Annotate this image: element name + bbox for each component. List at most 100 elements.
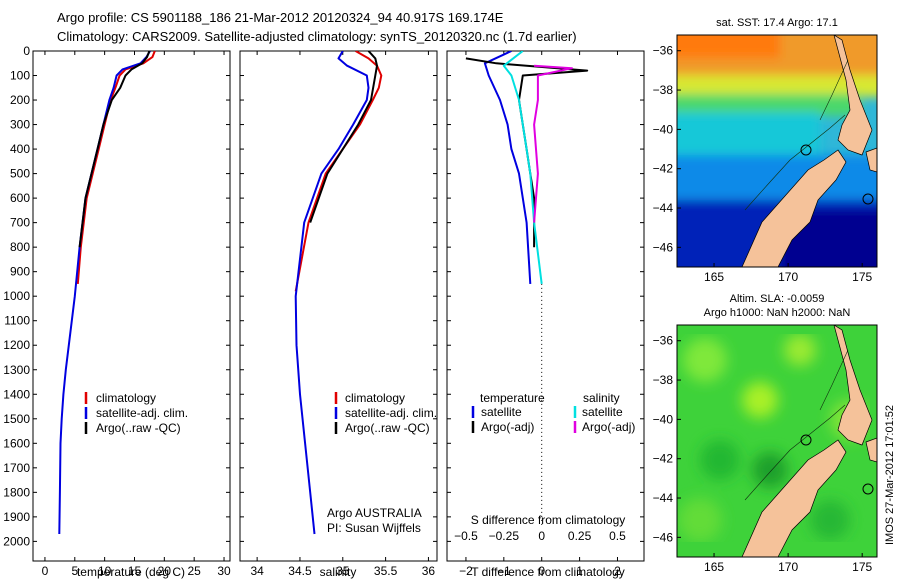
temperature-legend-climatology: climatology [96,391,156,405]
x-tick-label: 34.5 [288,564,312,578]
temperature-legend-satellite: satellite-adj. clim. [96,406,188,420]
depth-tick-label: 1200 [3,338,30,352]
series-line-1 [294,51,370,535]
x-tick-label: 30 [217,564,231,578]
temperature-panel: 0100200300400500600700800900100011001200… [3,44,231,579]
depth-tick-label: 1800 [3,485,30,499]
sla-patch-3 [700,440,740,480]
depth-tick-label: 200 [10,93,30,107]
x-tick-label: 15 [128,564,142,578]
salinity-series-group [294,51,383,535]
sla-map-panel: Altim. SLA: -0.0059 Argo h1000: NaN h200… [653,293,878,574]
map-lon-tick-label: 170 [778,270,798,284]
sst-secondary-marker [862,193,874,205]
sla-map-area [677,325,877,557]
sst-map-frame [676,34,878,268]
sla-patch-6 [752,452,788,488]
map-lat-tick-label: −44 [653,491,674,505]
x-tick-label: 5 [71,564,78,578]
x-tick-label: 34 [250,564,264,578]
series-line-salinity-2 [502,51,543,285]
depth-tick-label: 1900 [3,510,30,524]
map-lat-tick-label: −40 [653,122,674,136]
difference-panel: −2 −1 0 1 2 −0.5 −0.25 0 0.25 0.5 S difference f… [446,50,645,579]
sla-land [741,325,877,557]
sst-map-area [677,35,877,267]
x-tick-label: −1 [497,564,511,578]
s-difference-xlabel: S difference from climatology [471,513,626,527]
salinity-legend: climatology satellite-adj. clim. Argo(..… [334,391,437,435]
map-lon-tick-label: 175 [852,270,872,284]
map-lon-tick-label: 165 [704,560,724,574]
salinity-legend-climatology: climatology [345,391,405,405]
depth-tick-label: 1100 [4,314,30,328]
map-lat-tick-label: −38 [653,373,674,387]
map-lat-tick-label: −46 [653,530,674,544]
depth-tick-label: 800 [10,240,30,254]
sst-land [741,35,877,267]
difference-series-group [465,51,589,285]
sla-patch-8 [810,500,850,540]
series-line-2 [309,51,378,223]
depth-tick-label: 1000 [3,289,30,303]
t-difference-xlabel: T difference from climatology [471,565,625,579]
depth-tick-label: 1600 [3,436,30,450]
sst-cyan-band [677,112,820,157]
map-lon-tick-label: 175 [852,560,872,574]
legend-sal-argo: Argo(-adj) [582,420,635,434]
sla-east-cape [865,437,877,463]
map-lat-tick-label: −36 [653,334,674,348]
sla-map-tick-group: 165 170 175 −36 −38 −40 −42 −44 −46 [653,334,873,574]
sst-map-tick-group: 165 170 175 −36 −38 −40 −42 −44 −46 [653,44,873,284]
x-tick-label: 2 [614,564,621,578]
sst-green-band [677,94,860,116]
map-lat-tick-label: −36 [653,44,674,58]
depth-tick-label: 300 [10,118,30,132]
sst-yellow-band [677,75,877,97]
t-difference-tick-group: −2 −1 0 1 2 [459,51,621,578]
sst-south-island [741,149,847,267]
sla-patch-1 [683,338,727,382]
sla-map-frame [676,324,878,558]
x-tick-label: 25 [188,564,202,578]
depth-tick-label: 400 [10,142,30,156]
legend-title-temperature: temperature [480,391,545,405]
depth-tick-label: 1700 [3,461,30,475]
sla-map-title-line-2: Argo h1000: NaN h2000: NaN [704,307,851,319]
s-difference-tick-group: −0.5 −0.25 0 0.25 0.5 [454,529,626,543]
map-lat-tick-label: −42 [653,162,674,176]
title-line-2: Climatology: CARS2009. Satellite-adjuste… [57,29,577,44]
s-tick-label: 0.5 [609,529,626,543]
sla-argo-position-marker [800,434,812,446]
map-lat-tick-label: −42 [653,452,674,466]
x-tick-label: 0 [538,564,545,578]
depth-tick-label: 900 [10,265,30,279]
series-line-0 [294,51,383,292]
depth-tick-label: 500 [10,167,30,181]
temperature-tick-group: 0 5 10 15 20 25 30 [42,51,231,578]
x-tick-label: 35 [336,564,350,578]
salinity-axes-frame [239,50,438,562]
difference-axes-frame [446,50,645,562]
x-tick-label: 0 [42,564,49,578]
salinity-annotation-line-1: Argo AUSTRALIA [327,506,422,520]
x-tick-label: 20 [158,564,172,578]
depth-tick-label: 2000 [3,534,30,548]
s-tick-label: −0.25 [489,529,520,543]
sla-map-title-line-1: Altim. SLA: -0.0059 [730,293,825,305]
sst-map-panel: sat. SST: 17.4 Argo: 17.1 [653,17,878,284]
depth-tick-label: 0 [23,44,30,58]
difference-ytick-group [447,50,644,542]
map-lon-tick-label: 165 [704,270,724,284]
depth-tick-label: 600 [10,191,30,205]
title-line-1: Argo profile: CS 5901188_186 21-Mar-2012… [57,10,504,25]
sst-warm-core [677,35,780,58]
temperature-series-group [58,51,156,535]
difference-legend: temperature salinity satellite Argo(-adj… [471,391,635,434]
sst-argo-position-marker [800,144,812,156]
depth-tick-group: 0 100 200 300 400 500 600 700 800 900 1000 1100 1200… [3,44,230,548]
depth-tick-label: 100 [10,69,30,83]
temperature-legend-argo: Argo(..raw -QC) [96,421,181,435]
depth-tick-label: 1500 [3,412,30,426]
x-tick-label: 10 [98,564,112,578]
